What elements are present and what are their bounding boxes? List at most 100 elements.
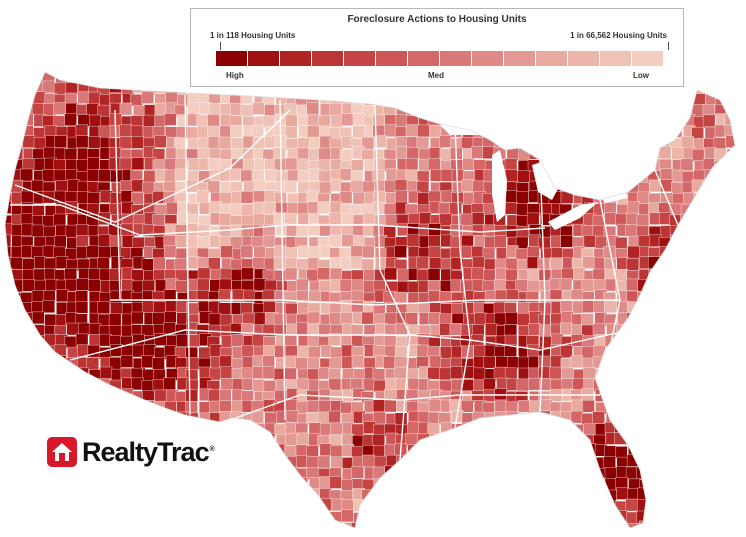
county-cell bbox=[386, 92, 399, 105]
county-cell bbox=[738, 182, 746, 194]
county-cell bbox=[713, 401, 726, 415]
county-cell bbox=[738, 325, 746, 337]
county-cell bbox=[627, 377, 641, 391]
county-cell bbox=[264, 412, 277, 425]
county-cell bbox=[727, 369, 735, 382]
county-cell bbox=[31, 290, 45, 303]
county-cell bbox=[440, 465, 453, 478]
legend-swatch bbox=[312, 51, 344, 66]
county-cell bbox=[398, 532, 410, 537]
county-cell bbox=[615, 356, 628, 369]
county-cell bbox=[350, 245, 364, 258]
county-cell bbox=[197, 257, 210, 270]
county-cell bbox=[571, 103, 585, 116]
county-cell bbox=[263, 380, 277, 393]
county-cell bbox=[221, 444, 234, 457]
county-cell bbox=[285, 487, 298, 500]
county-cell bbox=[65, 82, 78, 95]
county-cell bbox=[440, 422, 453, 435]
county-cell bbox=[87, 410, 100, 423]
county-cell bbox=[109, 379, 122, 393]
county-cell bbox=[725, 412, 735, 425]
county-cell bbox=[639, 303, 652, 316]
county-cell bbox=[351, 279, 364, 292]
county-cell bbox=[207, 114, 220, 127]
county-cell bbox=[494, 235, 507, 248]
county-cell bbox=[739, 215, 746, 227]
county-cell bbox=[604, 93, 618, 106]
county-cell bbox=[76, 388, 89, 401]
county-cell bbox=[218, 136, 232, 150]
county-cell bbox=[297, 345, 310, 359]
county-cell bbox=[616, 368, 629, 381]
county-cell bbox=[33, 268, 46, 282]
county-cell bbox=[340, 401, 353, 415]
county-cell bbox=[340, 257, 353, 270]
state-border bbox=[110, 299, 620, 306]
county-cell bbox=[581, 521, 594, 528]
county-cell bbox=[209, 499, 222, 512]
county-cell bbox=[725, 344, 735, 358]
county-cell bbox=[32, 511, 45, 524]
county-cell bbox=[704, 533, 716, 537]
county-cell bbox=[141, 355, 154, 368]
county-cell bbox=[286, 523, 299, 528]
county-cell bbox=[639, 520, 652, 528]
county-cell bbox=[714, 456, 727, 469]
county-cell bbox=[416, 256, 429, 270]
county-cell bbox=[22, 135, 36, 148]
county-cell bbox=[330, 422, 343, 436]
county-cell bbox=[240, 522, 254, 528]
county-cell bbox=[494, 499, 508, 512]
county-cell bbox=[452, 509, 465, 522]
county-cell bbox=[738, 268, 746, 280]
county-cell bbox=[583, 367, 596, 380]
county-cell bbox=[518, 400, 531, 413]
county-cell bbox=[627, 201, 640, 214]
county-cell bbox=[295, 477, 308, 490]
county-cell bbox=[584, 478, 597, 492]
county-cell bbox=[22, 158, 35, 171]
county-cell bbox=[308, 422, 322, 435]
county-cell bbox=[671, 454, 685, 467]
county-cell bbox=[22, 422, 35, 436]
county-cell bbox=[670, 114, 683, 127]
county-cell bbox=[705, 311, 718, 324]
county-cell bbox=[582, 256, 595, 269]
county-cell bbox=[581, 346, 594, 359]
county-cell bbox=[10, 479, 23, 492]
county-cell bbox=[152, 357, 165, 370]
county-cell bbox=[517, 313, 530, 326]
county-cell bbox=[133, 534, 145, 537]
county-cell bbox=[11, 312, 24, 326]
county-cell bbox=[647, 521, 661, 528]
county-cell bbox=[165, 500, 178, 513]
county-cell bbox=[119, 157, 133, 171]
county-cell bbox=[21, 81, 34, 95]
county-cell bbox=[661, 323, 674, 336]
county-cell bbox=[11, 445, 24, 458]
county-cell bbox=[724, 267, 735, 281]
county-cell bbox=[572, 113, 586, 126]
county-cell bbox=[627, 334, 640, 348]
county-cell bbox=[582, 300, 595, 313]
county-cell bbox=[284, 334, 297, 347]
county-cell bbox=[64, 401, 77, 414]
county-cell bbox=[571, 433, 584, 447]
county-cell bbox=[406, 103, 419, 116]
county-cell bbox=[725, 192, 735, 205]
county-cell bbox=[318, 388, 332, 402]
county-cell bbox=[615, 333, 628, 347]
county-cell bbox=[43, 378, 56, 391]
county-cell bbox=[471, 445, 484, 459]
county-cell bbox=[725, 423, 735, 436]
county-cell bbox=[693, 93, 706, 106]
county-cell bbox=[394, 412, 408, 425]
county-cell bbox=[592, 477, 605, 490]
county-cell bbox=[616, 157, 629, 170]
county-cell bbox=[614, 237, 628, 250]
county-cell bbox=[638, 443, 651, 456]
county-cell bbox=[616, 487, 629, 500]
county-cell bbox=[44, 366, 58, 379]
county-cell bbox=[625, 224, 638, 237]
